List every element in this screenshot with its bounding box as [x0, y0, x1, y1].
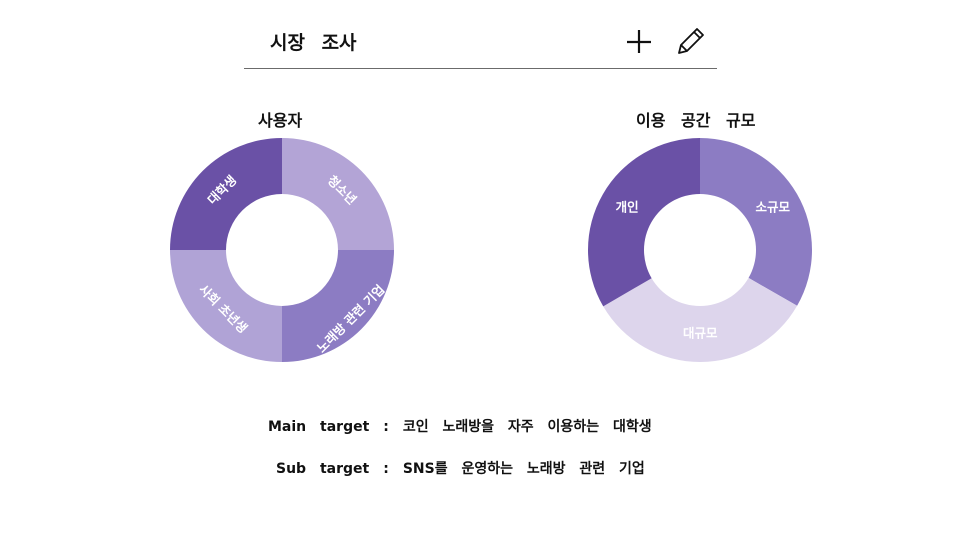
title-divider: [244, 68, 717, 69]
users-slice-1: [282, 138, 394, 250]
sub-target-label: Sub target: [276, 461, 370, 477]
users-slice-2: [282, 250, 394, 362]
edit-button[interactable]: [676, 26, 706, 56]
sub-target-colon: :: [383, 461, 389, 477]
space-size-slice-1: [700, 138, 812, 306]
chart-title-space-size: 이용 공간 규모: [636, 111, 756, 130]
users-slice-4: [170, 138, 282, 250]
space-size-slice-label-2: 대규모: [683, 325, 718, 340]
main-target-line: Main target: 코인 노래방을 자주 이용하는 대학생: [268, 416, 652, 436]
main-target-text: 코인 노래방을 자주 이용하는 대학생: [402, 419, 652, 435]
pencil-icon: [678, 28, 704, 54]
space-size-slice-2: [603, 277, 798, 362]
chart-title-users: 사용자: [258, 111, 303, 130]
space-size-slice-label-3: 개인: [616, 200, 639, 215]
page-title: 시장 조사: [270, 32, 357, 54]
space-size-slice-label-1: 소규모: [755, 199, 790, 214]
users-slice-3: [170, 250, 282, 362]
main-target-colon: :: [383, 419, 389, 435]
sub-target-line: Sub target: SNS를 운영하는 노래방 관련 기업: [276, 458, 645, 478]
space-size-slice-3: [588, 138, 700, 307]
main-target-label: Main target: [268, 419, 370, 435]
plus-icon: [627, 30, 651, 53]
sub-target-text: SNS를 운영하는 노래방 관련 기업: [402, 461, 645, 477]
add-button[interactable]: [624, 26, 654, 56]
